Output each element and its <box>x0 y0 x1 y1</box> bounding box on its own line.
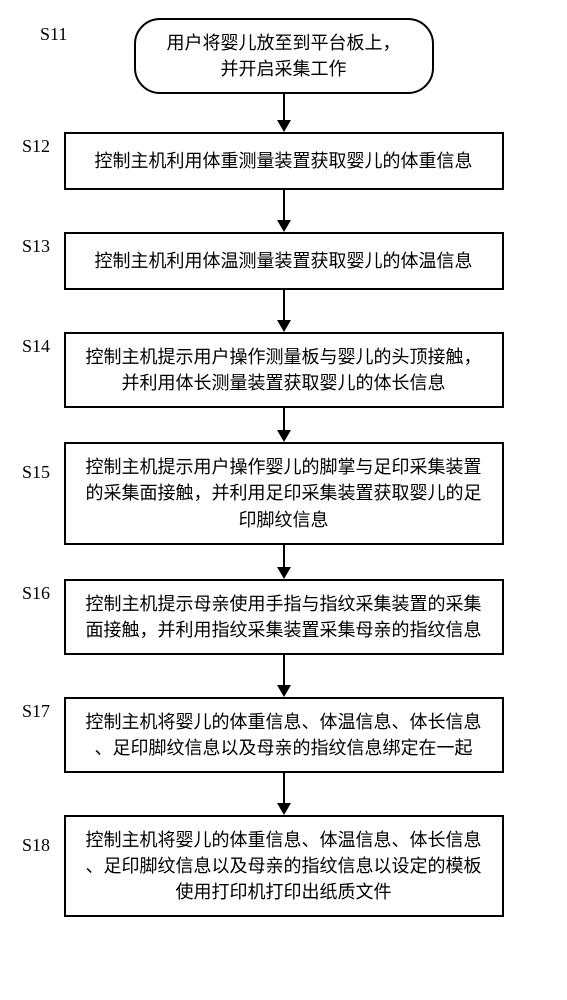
arrow-head <box>277 685 291 697</box>
arrow-line <box>283 773 285 803</box>
step-row-s17: S17 控制主机将婴儿的体重信息、体温信息、体长信息、足印脚纹信息以及母亲的指纹信… <box>0 697 567 773</box>
arrow-down-icon <box>277 545 291 579</box>
arrow-head <box>277 803 291 815</box>
arrow-head <box>277 430 291 442</box>
arrow-line <box>283 545 285 567</box>
arrow-down-icon <box>277 94 291 132</box>
process-node: 控制主机提示母亲使用手指与指纹采集装置的采集面接触，并利用指纹采集装置采集母亲的… <box>64 579 504 655</box>
arrow-line <box>283 190 285 220</box>
step-label: S11 <box>40 24 67 45</box>
process-node: 控制主机将婴儿的体重信息、体温信息、体长信息、足印脚纹信息以及母亲的指纹信息以设… <box>64 815 504 917</box>
arrow-down-icon <box>277 190 291 232</box>
process-node: 控制主机提示用户操作测量板与婴儿的头顶接触，并利用体长测量装置获取婴儿的体长信息 <box>64 332 504 408</box>
arrow-head <box>277 220 291 232</box>
arrow-line <box>283 94 285 120</box>
arrow-head <box>277 567 291 579</box>
step-label: S16 <box>22 583 50 604</box>
step-label: S18 <box>22 835 50 856</box>
step-row-s18: S18 控制主机将婴儿的体重信息、体温信息、体长信息、足印脚纹信息以及母亲的指纹信… <box>0 815 567 917</box>
step-row-s11: S11 用户将婴儿放至到平台板上，并开启采集工作 <box>0 18 567 94</box>
arrow-down-icon <box>277 773 291 815</box>
arrow-line <box>283 290 285 320</box>
process-node: 控制主机将婴儿的体重信息、体温信息、体长信息、足印脚纹信息以及母亲的指纹信息绑定… <box>64 697 504 773</box>
step-label: S14 <box>22 336 50 357</box>
step-label: S13 <box>22 236 50 257</box>
step-label: S17 <box>22 701 50 722</box>
arrow-head <box>277 120 291 132</box>
step-label: S15 <box>22 462 50 483</box>
step-label: S12 <box>22 136 50 157</box>
arrow-down-icon <box>277 290 291 332</box>
step-row-s14: S14 控制主机提示用户操作测量板与婴儿的头顶接触，并利用体长测量装置获取婴儿的体… <box>0 332 567 408</box>
process-node: 控制主机提示用户操作婴儿的脚掌与足印采集装置的采集面接触，并利用足印采集装置获取… <box>64 442 504 544</box>
step-row-s12: S12 控制主机利用体重测量装置获取婴儿的体重信息 <box>0 132 567 190</box>
flowchart-container: S11 用户将婴儿放至到平台板上，并开启采集工作 S12 控制主机利用体重测量装置获取… <box>0 0 567 917</box>
step-row-s15: S15 控制主机提示用户操作婴儿的脚掌与足印采集装置的采集面接触，并利用足印采集装… <box>0 442 567 544</box>
arrow-down-icon <box>277 655 291 697</box>
arrow-head <box>277 320 291 332</box>
process-node: 控制主机利用体温测量装置获取婴儿的体温信息 <box>64 232 504 290</box>
arrow-down-icon <box>277 408 291 442</box>
step-row-s16: S16 控制主机提示母亲使用手指与指纹采集装置的采集面接触，并利用指纹采集装置采集… <box>0 579 567 655</box>
step-row-s13: S13 控制主机利用体温测量装置获取婴儿的体温信息 <box>0 232 567 290</box>
process-node: 控制主机利用体重测量装置获取婴儿的体重信息 <box>64 132 504 190</box>
arrow-line <box>283 655 285 685</box>
arrow-line <box>283 408 285 430</box>
terminator-node: 用户将婴儿放至到平台板上，并开启采集工作 <box>134 18 434 94</box>
